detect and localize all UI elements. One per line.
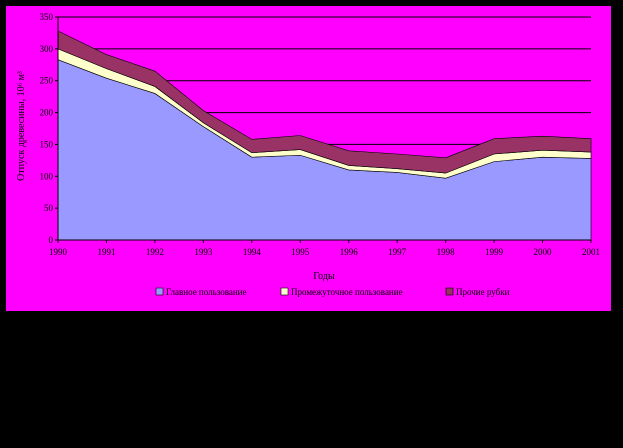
chart-panel: 0 50 100 150 200 250 300 350 1990 1991 1992 1993 19… (6, 6, 611, 311)
x-tick-labels: 1990 1991 1992 1993 1994 1995 1996 1997 1998 1999… (49, 247, 600, 257)
y-tick-label: 350 (40, 12, 54, 22)
legend-item-1: Главное пользование (155, 287, 246, 297)
y-tick-label: 250 (40, 76, 54, 86)
y-axis-title: Отпуск древесины, 10⁶ м³ (16, 71, 27, 181)
x-tick-label: 1990 (49, 247, 68, 257)
x-tick-label: 2001 (582, 247, 600, 257)
y-tick-label: 150 (40, 139, 54, 149)
legend-label: Прочие рубки (456, 287, 510, 297)
y-tick-label: 0 (49, 235, 54, 245)
area-series (57, 30, 592, 241)
x-tick-label: 1991 (97, 247, 115, 257)
legend-item-3: Прочие рубки (445, 287, 510, 297)
x-tick-label: 1999 (485, 247, 504, 257)
y-tick-label: 100 (40, 171, 54, 181)
axes (55, 16, 592, 243)
x-axis-title: Годы (313, 271, 335, 282)
legend-swatch (445, 287, 454, 296)
x-tick-label: 2000 (534, 247, 553, 257)
legend-label: Главное пользование (166, 287, 246, 297)
legend-swatch (155, 287, 164, 296)
y-tick-label: 50 (44, 203, 54, 213)
y-tick-label: 300 (40, 44, 54, 54)
legend-swatch (280, 287, 289, 296)
area-series-3 (57, 30, 592, 174)
x-tick-label: 1994 (243, 247, 262, 257)
x-tick-label: 1997 (388, 247, 407, 257)
legend-item-2: Промежуточное пользование (280, 287, 403, 297)
legend-label: Промежуточное пользование (291, 287, 403, 297)
y-tick-labels: 0 50 100 150 200 250 300 350 (40, 12, 54, 245)
legend: Главное пользование Промежуточное пользов… (155, 287, 510, 297)
x-tick-label: 1998 (437, 247, 456, 257)
y-tick-label: 200 (40, 108, 54, 118)
x-tick-label: 1992 (146, 247, 164, 257)
x-tick-label: 1996 (340, 247, 359, 257)
x-tick-label: 1995 (291, 247, 310, 257)
x-tick-label: 1993 (194, 247, 213, 257)
